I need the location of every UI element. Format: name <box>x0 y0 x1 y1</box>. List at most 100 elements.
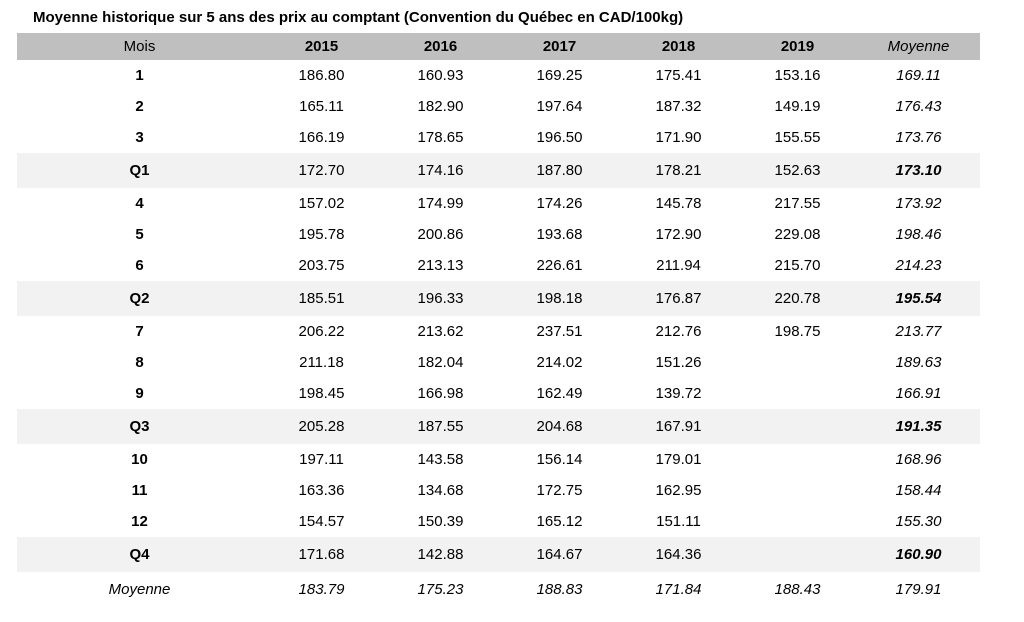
column-header-2015: 2015 <box>304 38 339 55</box>
cell-value: 203.75 <box>298 257 345 274</box>
cell-value: 169.25 <box>536 67 583 84</box>
cell-value <box>738 409 857 444</box>
cell-value <box>738 378 857 409</box>
cell-value: 226.61 <box>536 257 583 274</box>
cell-value: 153.16 <box>774 67 821 84</box>
cell-value: 164.36 <box>655 546 702 563</box>
cell-moyenne: 213.77 <box>895 323 942 340</box>
cell-value: 174.26 <box>536 195 583 212</box>
cell-value: 165.11 <box>299 98 344 115</box>
cell-moyenne: 169.11 <box>896 67 941 84</box>
cell-value: 166.98 <box>417 385 464 402</box>
row-label: Q3 <box>129 418 150 435</box>
cell-value: 200.86 <box>417 226 464 243</box>
cell-value <box>738 444 857 475</box>
cell-value: 175.23 <box>417 580 464 598</box>
column-header-2017: 2017 <box>542 38 577 55</box>
cell-moyenne: 198.46 <box>895 226 942 243</box>
cell-value: 197.64 <box>536 98 583 115</box>
cell-value: 151.26 <box>655 354 702 371</box>
table-row-q1: Q1 172.70 174.16 187.80 178.21 152.63 173.10 <box>17 153 980 188</box>
table-row-moyenne: Moyenne 183.79 175.23 188.83 171.84 188.43 179… <box>17 572 980 606</box>
cell-value: 211.94 <box>656 257 701 274</box>
table-row-2: 2 165.11 182.90 197.64 187.32 149.19 176.43 <box>17 91 980 122</box>
cell-value: 142.88 <box>417 546 464 563</box>
row-label: 5 <box>135 226 144 243</box>
table-row-3: 3 166.19 178.65 196.50 171.90 155.55 173.76 <box>17 122 980 153</box>
table-row-q3: Q3 205.28 187.55 204.68 167.91 191.35 <box>17 409 980 444</box>
cell-value: 178.21 <box>655 162 702 179</box>
cell-moyenne: 168.96 <box>895 451 942 468</box>
cell-value: 174.99 <box>417 195 464 212</box>
row-label: 1 <box>135 67 144 84</box>
cell-moyenne: 160.90 <box>895 546 942 563</box>
cell-moyenne: 155.30 <box>895 513 942 530</box>
cell-moyenne: 179.91 <box>895 580 942 598</box>
cell-value: 172.70 <box>298 162 345 179</box>
table-row-12: 12 154.57 150.39 165.12 151.11 155.30 <box>17 506 980 537</box>
cell-value: 154.57 <box>298 513 345 530</box>
cell-value: 165.12 <box>536 513 583 530</box>
cell-moyenne: 176.43 <box>895 98 942 115</box>
table-row-q4: Q4 171.68 142.88 164.67 164.36 160.90 <box>17 537 980 572</box>
table-row-11: 11 163.36 134.68 172.75 162.95 158.44 <box>17 475 980 506</box>
cell-value: 139.72 <box>655 385 702 402</box>
cell-moyenne: 173.10 <box>895 162 942 179</box>
cell-value: 155.55 <box>774 129 821 146</box>
cell-value: 174.16 <box>417 162 464 179</box>
cell-value: 175.41 <box>655 67 702 84</box>
cell-value: 187.80 <box>536 162 583 179</box>
cell-value: 204.68 <box>536 418 583 435</box>
cell-value: 163.36 <box>298 482 345 499</box>
cell-value: 182.90 <box>417 98 464 115</box>
cell-value: 220.78 <box>774 290 821 307</box>
cell-value: 152.63 <box>774 162 821 179</box>
cell-value: 185.51 <box>298 290 345 307</box>
cell-value: 134.68 <box>417 482 464 499</box>
cell-value: 166.19 <box>298 129 345 146</box>
cell-moyenne: 189.63 <box>895 354 942 371</box>
cell-value: 198.45 <box>298 385 345 402</box>
row-label: 9 <box>135 385 144 402</box>
cell-moyenne: 173.76 <box>895 129 942 146</box>
cell-value: 183.79 <box>298 580 345 598</box>
table-row-7: 7 206.22 213.62 237.51 212.76 198.75 213.77 <box>17 316 980 347</box>
cell-value: 215.70 <box>774 257 821 274</box>
cell-value: 145.78 <box>655 195 702 212</box>
row-label: 10 <box>131 451 148 468</box>
cell-value <box>738 506 857 537</box>
cell-value: 193.68 <box>536 226 583 243</box>
row-label: 6 <box>135 257 144 274</box>
table-header-row: Mois 2015 2016 2017 2018 2019 Moyenne <box>17 33 980 60</box>
table-row-10: 10 197.11 143.58 156.14 179.01 168.96 <box>17 444 980 475</box>
cell-moyenne: 173.92 <box>895 195 942 212</box>
cell-value: 237.51 <box>536 323 583 340</box>
cell-value: 205.28 <box>298 418 345 435</box>
column-header-2016: 2016 <box>423 38 458 55</box>
table-row-q2: Q2 185.51 196.33 198.18 176.87 220.78 195.54 <box>17 281 980 316</box>
cell-value: 162.49 <box>536 385 583 402</box>
table-body: 1 186.80 160.93 169.25 175.41 153.16 169.11 2 16… <box>17 60 980 606</box>
cell-moyenne: 191.35 <box>895 418 942 435</box>
row-label: Q1 <box>129 162 150 179</box>
cell-value: 149.19 <box>774 98 821 115</box>
cell-value: 217.55 <box>774 195 821 212</box>
cell-value: 172.90 <box>655 226 702 243</box>
cell-value <box>738 537 857 572</box>
cell-value: 162.95 <box>655 482 702 499</box>
cell-value: 206.22 <box>298 323 345 340</box>
cell-value: 213.62 <box>417 323 464 340</box>
cell-value: 172.75 <box>536 482 583 499</box>
cell-value: 179.01 <box>655 451 702 468</box>
cell-value: 156.14 <box>536 451 583 468</box>
cell-value <box>738 347 857 378</box>
cell-moyenne: 158.44 <box>895 482 942 499</box>
cell-value: 178.65 <box>417 129 464 146</box>
page-title: Moyenne historique sur 5 ans des prix au… <box>33 9 684 26</box>
cell-value: 171.90 <box>655 129 702 146</box>
cell-value: 171.68 <box>298 546 345 563</box>
price-table: Mois 2015 2016 2017 2018 2019 Moyenne 1 186.80 1… <box>17 33 980 606</box>
cell-value: 157.02 <box>298 195 345 212</box>
row-label: Moyenne <box>108 580 171 598</box>
table-row-5: 5 195.78 200.86 193.68 172.90 229.08 198.46 <box>17 219 980 250</box>
